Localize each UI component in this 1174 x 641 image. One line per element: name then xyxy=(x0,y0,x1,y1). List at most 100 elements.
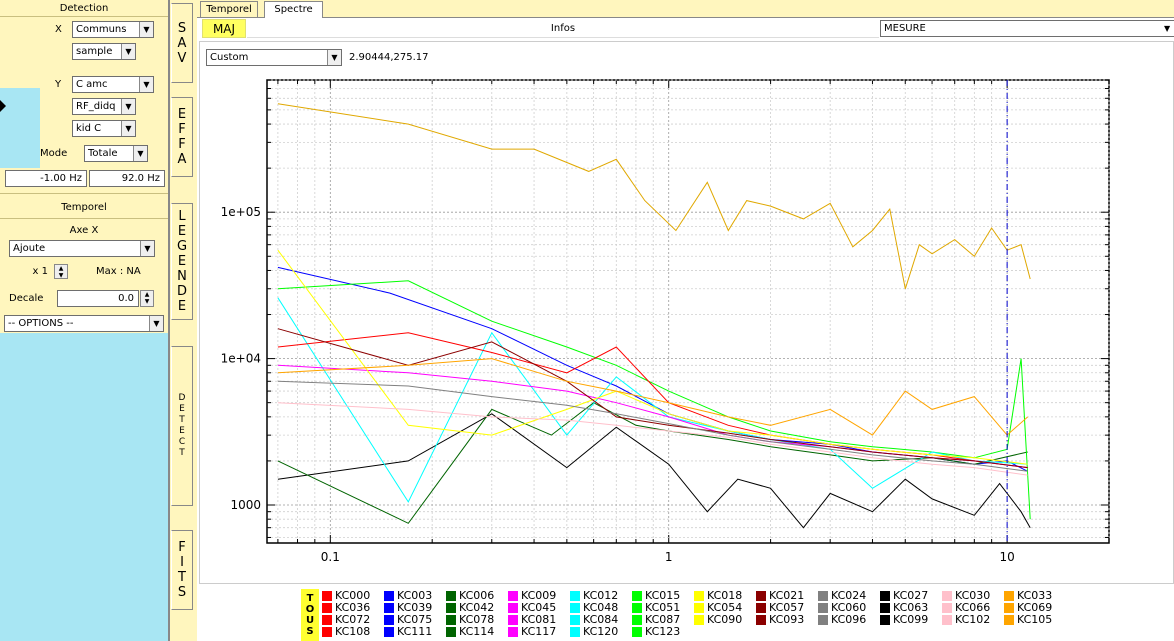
tab-temporel[interactable]: Temporel xyxy=(200,1,258,18)
legend-item-kc081[interactable]: KC081 xyxy=(508,614,556,626)
legend-item-kc111[interactable]: KC111 xyxy=(384,626,432,638)
mesure-select[interactable]: MESURE xyxy=(880,20,1174,37)
legend-item-kc105[interactable]: KC105 xyxy=(1004,614,1052,626)
legend-item-kc084[interactable]: KC084 xyxy=(570,614,618,626)
legend-item-kc123[interactable]: KC123 xyxy=(632,626,680,638)
legend-item-kc015[interactable]: KC015 xyxy=(632,590,680,602)
legend-label: KC102 xyxy=(955,613,991,626)
decale-stepper[interactable]: ▲ ▼ xyxy=(140,290,154,307)
legend-label: KC066 xyxy=(955,601,991,614)
legend-item-kc099[interactable]: KC099 xyxy=(880,614,928,626)
x-sub-select[interactable]: sample ▼ xyxy=(72,43,136,60)
legend-item-kc117[interactable]: KC117 xyxy=(508,626,556,638)
x-tick-label: 0.1 xyxy=(321,550,340,564)
legend-item-kc120[interactable]: KC120 xyxy=(570,626,618,638)
decale-input[interactable]: 0.0 xyxy=(57,290,139,307)
legend-item-kc072[interactable]: KC072 xyxy=(322,614,370,626)
legend-label: KC048 xyxy=(583,601,619,614)
multiplier-stepper[interactable]: ▲ ▼ xyxy=(54,264,68,279)
legend-swatch xyxy=(508,603,518,613)
legend-swatch xyxy=(880,591,890,601)
mode-label: Mode xyxy=(40,148,68,159)
legend-label: KC015 xyxy=(645,589,681,602)
legend-item-kc090[interactable]: KC090 xyxy=(694,614,742,626)
legend-label: KC093 xyxy=(769,613,805,626)
y-kid-select[interactable]: kid C ▼ xyxy=(72,120,136,137)
legend-item-kc069[interactable]: KC069 xyxy=(1004,602,1052,614)
legend-item-kc054[interactable]: KC054 xyxy=(694,602,742,614)
legend-item-kc078[interactable]: KC078 xyxy=(446,614,494,626)
freq-max-input[interactable]: 92.0 Hz xyxy=(89,170,165,187)
divider xyxy=(0,193,168,194)
cursor-area xyxy=(0,88,40,168)
tab-spectre[interactable]: Spectre xyxy=(264,1,323,18)
y-sub-select[interactable]: RF_didq ▼ xyxy=(72,98,136,115)
legend-item-kc003[interactable]: KC003 xyxy=(384,590,432,602)
legend-item-kc009[interactable]: KC009 xyxy=(508,590,556,602)
cursor-icon xyxy=(0,100,6,112)
legend-item-kc114[interactable]: KC114 xyxy=(446,626,494,638)
mode-select[interactable]: Totale ▼ xyxy=(84,145,148,162)
maj-button[interactable]: MAJ xyxy=(202,19,246,38)
legend-label: KC105 xyxy=(1017,613,1053,626)
x-source-select[interactable]: Communs ▼ xyxy=(72,21,154,38)
legend-item-kc096[interactable]: KC096 xyxy=(818,614,866,626)
legend-item-kc012[interactable]: KC012 xyxy=(570,590,618,602)
legend-item-kc102[interactable]: KC102 xyxy=(942,614,990,626)
legend-item-kc063[interactable]: KC063 xyxy=(880,602,928,614)
legend-item-kc108[interactable]: KC108 xyxy=(322,626,370,638)
legend-swatch xyxy=(880,603,890,613)
legend-item-kc039[interactable]: KC039 xyxy=(384,602,432,614)
legend-item-kc075[interactable]: KC075 xyxy=(384,614,432,626)
series-line xyxy=(277,380,1028,472)
axe-x-select[interactable]: Ajoute ▼ xyxy=(9,240,155,257)
legend-item-kc093[interactable]: KC093 xyxy=(756,614,804,626)
legend-item-kc060[interactable]: KC060 xyxy=(818,602,866,614)
series-line xyxy=(277,413,1031,529)
legend-swatch xyxy=(446,603,456,613)
legend-swatch xyxy=(818,615,828,625)
freq-min-input[interactable]: -1.00 Hz xyxy=(5,170,87,187)
legend-label: KC021 xyxy=(769,589,805,602)
y-source-select[interactable]: C amc ▼ xyxy=(72,76,154,93)
legend-item-kc057[interactable]: KC057 xyxy=(756,602,804,614)
legend-item-kc024[interactable]: KC024 xyxy=(818,590,866,602)
chevron-down-icon: ▼ xyxy=(139,77,153,92)
legend-label: KC012 xyxy=(583,589,619,602)
view-select[interactable]: Custom ▼ xyxy=(206,49,342,66)
legend-item-kc030[interactable]: KC030 xyxy=(942,590,990,602)
legend-label: KC027 xyxy=(893,589,929,602)
legend-item-kc006[interactable]: KC006 xyxy=(446,590,494,602)
legend-label: KC030 xyxy=(955,589,991,602)
legend-item-kc036[interactable]: KC036 xyxy=(322,602,370,614)
options-value: -- OPTIONS -- xyxy=(8,318,74,329)
legend-swatch xyxy=(942,615,952,625)
multiplier-input[interactable]: x 1 xyxy=(9,264,53,279)
options-select[interactable]: -- OPTIONS -- ▼ xyxy=(4,315,164,332)
legend-item-kc087[interactable]: KC087 xyxy=(632,614,680,626)
legend-item-kc021[interactable]: KC021 xyxy=(756,590,804,602)
legend-item-kc042[interactable]: KC042 xyxy=(446,602,494,614)
legend-item-kc027[interactable]: KC027 xyxy=(880,590,928,602)
chevron-down-icon: ▼ xyxy=(121,121,135,136)
legend-label: KC042 xyxy=(459,601,495,614)
legend-item-kc000[interactable]: KC000 xyxy=(322,590,370,602)
legend-item-kc066[interactable]: KC066 xyxy=(942,602,990,614)
legend-label: KC018 xyxy=(707,589,743,602)
y-tick-label: 1e+04 xyxy=(221,352,261,366)
legend-label: KC078 xyxy=(459,613,495,626)
legend-item-kc018[interactable]: KC018 xyxy=(694,590,742,602)
legend-item-kc033[interactable]: KC033 xyxy=(1004,590,1052,602)
legend-item-kc051[interactable]: KC051 xyxy=(632,602,680,614)
chevron-down-icon: ▼ xyxy=(1164,24,1171,33)
legend-item-kc048[interactable]: KC048 xyxy=(570,602,618,614)
legend-swatch xyxy=(322,603,332,613)
legend-item-kc045[interactable]: KC045 xyxy=(508,602,556,614)
spectrum-chart[interactable]: 0.1 1 10 1000 1e+04 1e+05 xyxy=(199,68,1174,580)
